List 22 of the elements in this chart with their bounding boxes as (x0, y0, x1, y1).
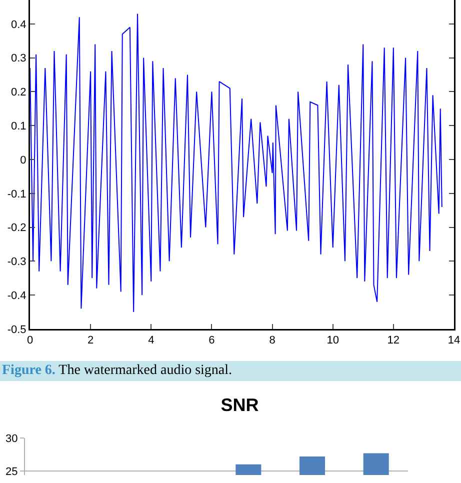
y-tick-label: 25 (6, 466, 18, 478)
x-tick-label: 10 (326, 334, 339, 347)
line-series (30, 13, 442, 313)
y-tick-label: -0.3 (7, 256, 26, 268)
x-tick-label: 8 (269, 334, 276, 347)
x-tick-label: 14 (448, 334, 460, 347)
x-tick-label: 4 (148, 334, 154, 347)
y-tick-label: 0.3 (11, 52, 26, 65)
y-tick-label: -0.2 (7, 222, 26, 234)
y-tick-label: -0.4 (7, 290, 26, 302)
caption: Figure 6. The watermarked audio signal. (2, 363, 232, 378)
y-tick-label: 0.2 (11, 86, 26, 99)
y-tick-label: 30 (6, 432, 18, 445)
x-tick-label: 6 (208, 334, 215, 347)
y-tick-label: 0.1 (11, 120, 26, 132)
x-tick-label: 12 (387, 334, 400, 347)
y-tick-label: -0.1 (7, 188, 26, 200)
y-tick-label: 0.4 (11, 18, 26, 31)
chart-title: SNR (220, 395, 259, 416)
y-tick-label: -0.5 (7, 324, 26, 336)
x-tick-label: 2 (88, 334, 94, 347)
y-tick-label: 0 (20, 154, 26, 166)
